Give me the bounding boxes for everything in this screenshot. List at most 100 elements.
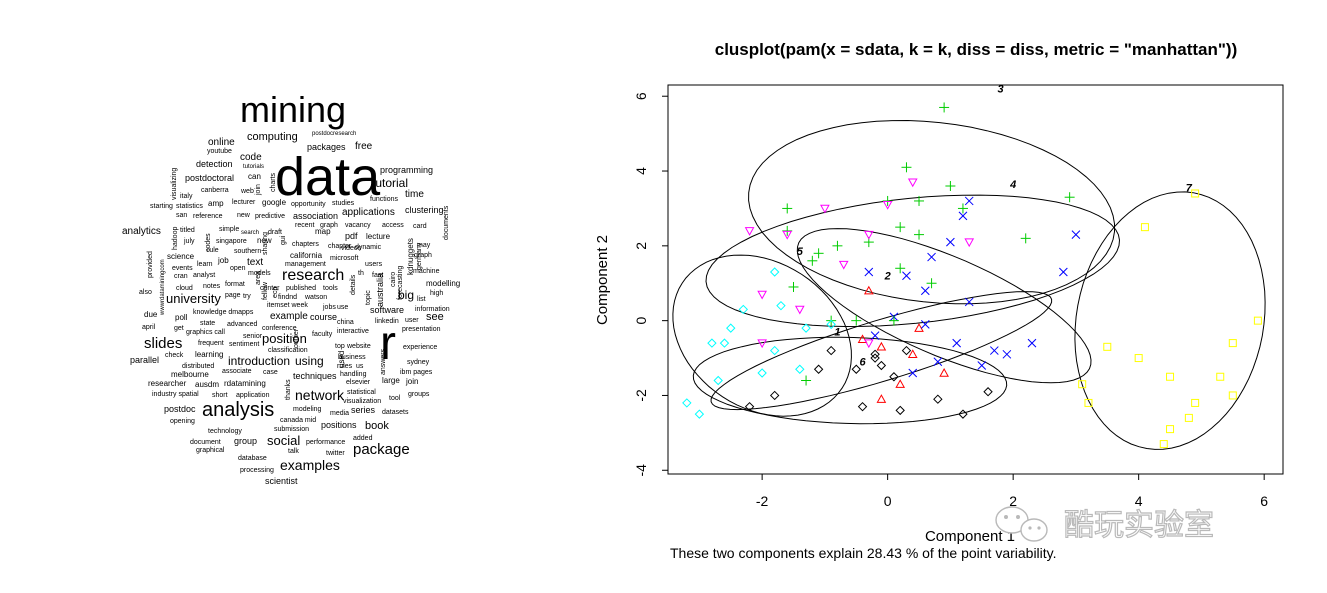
word-cloud-word: reference: [193, 213, 223, 220]
y-tick-label: 6: [633, 92, 649, 100]
wechat-logo-icon: [995, 506, 1048, 542]
data-point: [813, 364, 824, 374]
data-point: [901, 345, 912, 356]
word-cloud-word: predictive: [255, 213, 285, 220]
data-point: [744, 227, 755, 236]
word-cloud-word: detection: [196, 159, 233, 169]
data-point: [882, 195, 893, 206]
word-cloud-word: check: [165, 352, 184, 359]
y-axis: -4 -2 0 2 4 6: [633, 92, 668, 476]
data-point: [1134, 354, 1143, 363]
word-cloud: mining data r analysis research package exampl…: [110, 80, 480, 500]
word-cloud-word: applications: [342, 207, 395, 218]
word-cloud-word: sydney: [407, 359, 430, 366]
word-cloud-word: statistics: [176, 203, 203, 210]
data-point: [788, 281, 799, 292]
word-cloud-word: research: [282, 267, 345, 284]
data-point: [933, 357, 943, 367]
word-cloud-word: graph: [320, 222, 338, 229]
word-cloud-word: simple: [219, 226, 240, 233]
word-cloud-word: big: [398, 288, 415, 302]
data-point: [870, 349, 880, 360]
word-cloud-word: submission: [274, 426, 310, 433]
word-cloud-word: pdf: [345, 231, 358, 241]
data-point: [958, 409, 968, 419]
word-cloud-word: industry spatial: [152, 391, 199, 398]
data-point: [807, 255, 818, 266]
y-axis-label: Component 2: [594, 235, 611, 325]
word-cloud-word: r: [380, 317, 396, 370]
data-point: [863, 230, 874, 240]
word-cloud-word: us: [356, 363, 364, 370]
word-cloud-word: analytics: [122, 226, 161, 237]
word-cloud-word: analyst: [193, 272, 216, 279]
data-point: [1002, 349, 1012, 359]
word-cloud-word: chapter: [328, 243, 352, 250]
word-cloud-word: lecturer: [232, 199, 256, 206]
word-cloud-word: time: [405, 189, 424, 200]
data-point: [989, 346, 999, 355]
word-cloud-word: titled: [180, 227, 195, 234]
data-point: [914, 229, 925, 240]
data-point: [977, 361, 987, 370]
word-cloud-word: published: [286, 285, 316, 292]
cluster-ellipse-3: [748, 119, 1115, 305]
word-cloud-word: handling: [340, 371, 367, 378]
cluster-points: [682, 102, 1262, 449]
word-cloud-word: map: [315, 227, 331, 236]
data-point: [682, 398, 692, 408]
data-point: [757, 290, 767, 300]
word-cloud-word: now: [257, 236, 272, 245]
word-cloud-word: series: [351, 405, 376, 415]
word-cloud-word: datasets: [382, 409, 409, 416]
data-point: [801, 375, 812, 386]
word-cloud-word: linkedin: [375, 318, 399, 325]
word-cloud-word: opportunity: [291, 201, 326, 208]
data-point: [957, 203, 968, 214]
word-cloud-word: mining: [240, 89, 347, 130]
data-point: [801, 323, 811, 333]
word-cloud-word: list: [417, 296, 426, 303]
data-point: [863, 285, 874, 295]
word-cloud-word: frequent: [198, 340, 224, 347]
data-point: [895, 379, 906, 388]
word-cloud-word: melbourne: [171, 370, 209, 379]
data-point: [1228, 339, 1237, 348]
data-point: [882, 200, 893, 210]
word-cloud-word: short: [212, 392, 228, 399]
data-point: [1191, 398, 1200, 407]
word-cloud-word: san: [176, 212, 188, 219]
word-cloud-word: jobs: [323, 304, 336, 311]
word-cloud-word: group: [234, 436, 258, 446]
data-point: [908, 368, 918, 378]
word-cloud-word: ausdm: [195, 380, 220, 389]
data-point: [782, 225, 793, 236]
cluster-ellipse-1: [692, 336, 1008, 425]
word-cloud-word: twitter: [326, 450, 345, 457]
word-cloud-word: poll: [175, 313, 188, 322]
data-point: [945, 180, 956, 191]
data-point: [920, 286, 930, 296]
word-cloud-word: database: [238, 455, 267, 462]
word-cloud-word: open: [230, 265, 246, 272]
data-point: [914, 323, 924, 332]
cluster-ellipses: [672, 119, 1266, 450]
word-cloud-word: introduction: [228, 354, 291, 368]
word-cloud-word: starting: [150, 203, 173, 210]
word-cloud-word: postdoc: [164, 404, 196, 414]
watermark-text: 酷玩实验室: [1064, 508, 1214, 543]
word-cloud-word: learning: [195, 350, 224, 359]
data-point: [713, 375, 723, 386]
word-cloud-word: distributed: [182, 363, 215, 370]
word-cloud-word: sentiment: [229, 341, 260, 348]
word-cloud-word: application: [236, 392, 270, 399]
word-cloud-word: added: [353, 435, 373, 442]
word-cloud-word: tutorials: [243, 164, 265, 170]
word-cloud-word: users: [365, 261, 383, 268]
word-cloud-word: clustering: [405, 205, 444, 215]
word-cloud-word: examples: [280, 457, 340, 473]
word-cloud-word: social: [267, 433, 301, 448]
cluster-label: 2: [884, 271, 891, 283]
data-point: [863, 339, 874, 349]
